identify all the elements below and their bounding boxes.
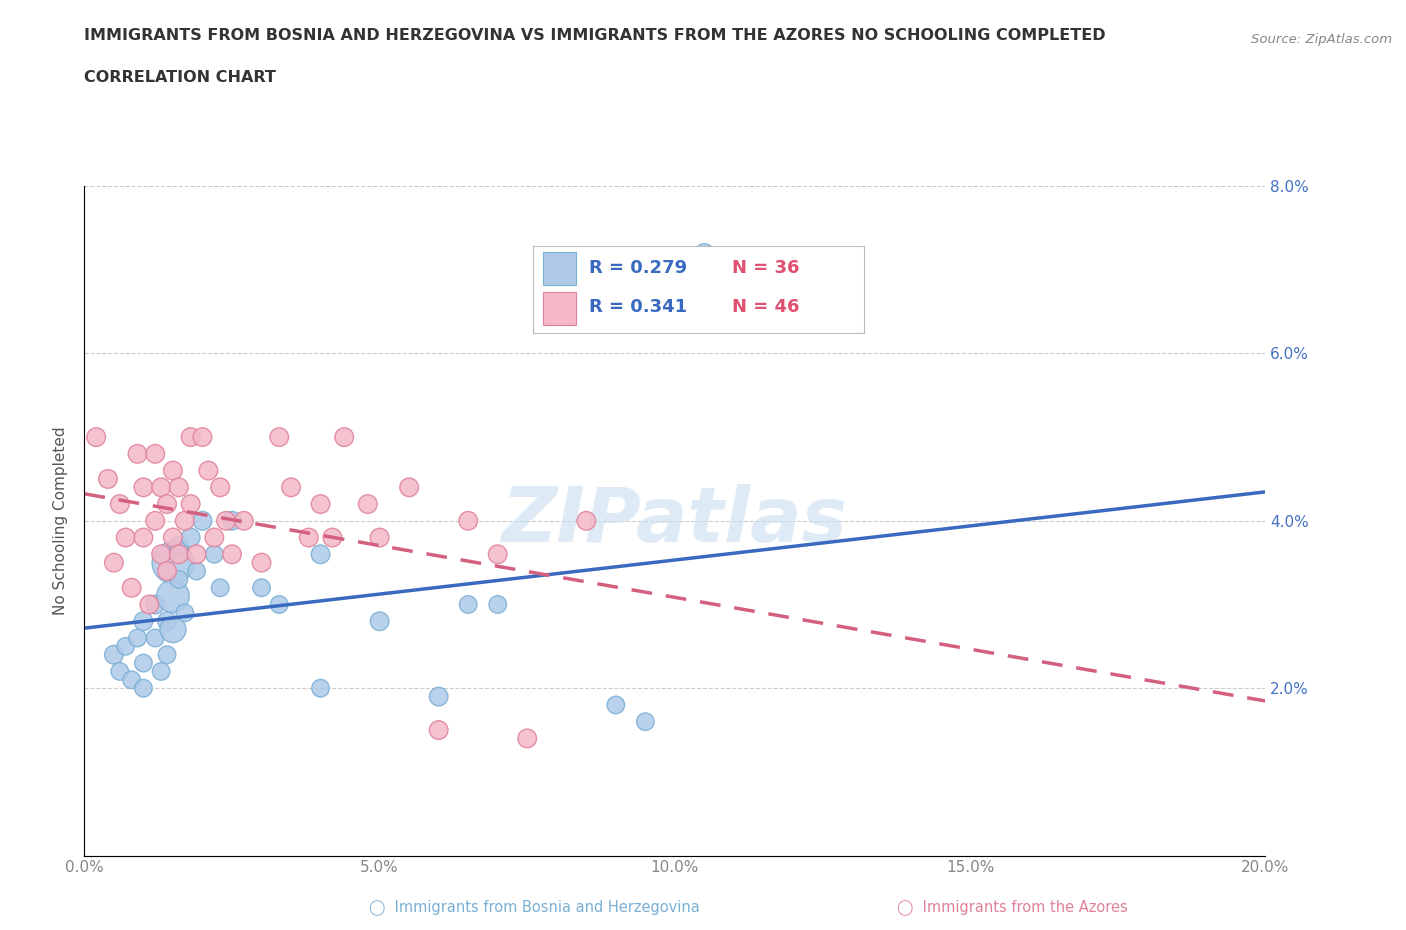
- Point: [202, 547, 225, 562]
- Point: [634, 714, 657, 729]
- Point: [457, 597, 479, 612]
- Text: N = 36: N = 36: [731, 259, 799, 277]
- Text: N = 46: N = 46: [731, 299, 799, 316]
- Point: [162, 530, 184, 545]
- Point: [143, 513, 166, 528]
- Point: [132, 656, 155, 671]
- Point: [150, 664, 173, 679]
- Point: [167, 480, 190, 495]
- Point: [197, 463, 219, 478]
- Point: [156, 564, 179, 578]
- Point: [143, 446, 166, 461]
- Point: [309, 681, 332, 696]
- Point: [180, 530, 202, 545]
- Point: [132, 614, 155, 629]
- Point: [516, 731, 538, 746]
- Point: [280, 480, 302, 495]
- Point: [156, 647, 179, 662]
- Point: [486, 547, 509, 562]
- Point: [132, 681, 155, 696]
- Point: [321, 530, 343, 545]
- Point: [186, 564, 208, 578]
- Point: [221, 513, 243, 528]
- Bar: [543, 252, 576, 286]
- Point: [368, 614, 391, 629]
- Point: [121, 672, 143, 687]
- Point: [156, 497, 179, 512]
- Point: [173, 513, 195, 528]
- Text: R = 0.279: R = 0.279: [589, 259, 688, 277]
- Point: [162, 589, 184, 604]
- Point: [156, 614, 179, 629]
- Text: ◯  Immigrants from Bosnia and Herzegovina: ◯ Immigrants from Bosnia and Herzegovina: [368, 898, 700, 915]
- Point: [114, 639, 136, 654]
- Point: [167, 572, 190, 587]
- Point: [108, 497, 131, 512]
- Point: [486, 597, 509, 612]
- Point: [357, 497, 380, 512]
- Point: [191, 513, 214, 528]
- Point: [269, 597, 291, 612]
- Point: [457, 513, 479, 528]
- Point: [138, 597, 160, 612]
- Point: [127, 631, 149, 645]
- Point: [108, 664, 131, 679]
- Point: [167, 547, 190, 562]
- Point: [398, 480, 420, 495]
- Point: [162, 555, 184, 570]
- Point: [202, 530, 225, 545]
- Point: [150, 480, 173, 495]
- Point: [427, 723, 450, 737]
- Point: [97, 472, 120, 486]
- Point: [114, 530, 136, 545]
- Point: [127, 446, 149, 461]
- Point: [250, 555, 273, 570]
- Point: [298, 530, 321, 545]
- Point: [103, 555, 125, 570]
- Text: CORRELATION CHART: CORRELATION CHART: [84, 70, 276, 85]
- Point: [232, 513, 254, 528]
- Point: [186, 547, 208, 562]
- Text: R = 0.341: R = 0.341: [589, 299, 688, 316]
- Point: [215, 513, 238, 528]
- Point: [250, 580, 273, 595]
- Point: [269, 430, 291, 445]
- Text: IMMIGRANTS FROM BOSNIA AND HERZEGOVINA VS IMMIGRANTS FROM THE AZORES NO SCHOOLIN: IMMIGRANTS FROM BOSNIA AND HERZEGOVINA V…: [84, 28, 1107, 43]
- Point: [191, 430, 214, 445]
- Point: [309, 497, 332, 512]
- Point: [167, 538, 190, 553]
- Point: [693, 246, 716, 260]
- Point: [84, 430, 107, 445]
- Point: [150, 547, 173, 562]
- Point: [575, 513, 598, 528]
- Point: [121, 580, 143, 595]
- Point: [132, 530, 155, 545]
- Point: [309, 547, 332, 562]
- Bar: [543, 291, 576, 325]
- Point: [103, 647, 125, 662]
- Point: [132, 480, 155, 495]
- Point: [605, 698, 627, 712]
- Point: [143, 597, 166, 612]
- Point: [162, 622, 184, 637]
- Point: [143, 631, 166, 645]
- Point: [162, 463, 184, 478]
- Point: [221, 547, 243, 562]
- Point: [180, 430, 202, 445]
- Point: [180, 497, 202, 512]
- Point: [368, 530, 391, 545]
- Text: ◯  Immigrants from the Azores: ◯ Immigrants from the Azores: [897, 898, 1128, 915]
- Point: [173, 605, 195, 620]
- Y-axis label: No Schooling Completed: No Schooling Completed: [53, 427, 69, 615]
- Text: ZIPatlas: ZIPatlas: [502, 484, 848, 558]
- Text: Source: ZipAtlas.com: Source: ZipAtlas.com: [1251, 33, 1392, 46]
- Point: [209, 480, 232, 495]
- Point: [427, 689, 450, 704]
- Point: [209, 580, 232, 595]
- Point: [333, 430, 356, 445]
